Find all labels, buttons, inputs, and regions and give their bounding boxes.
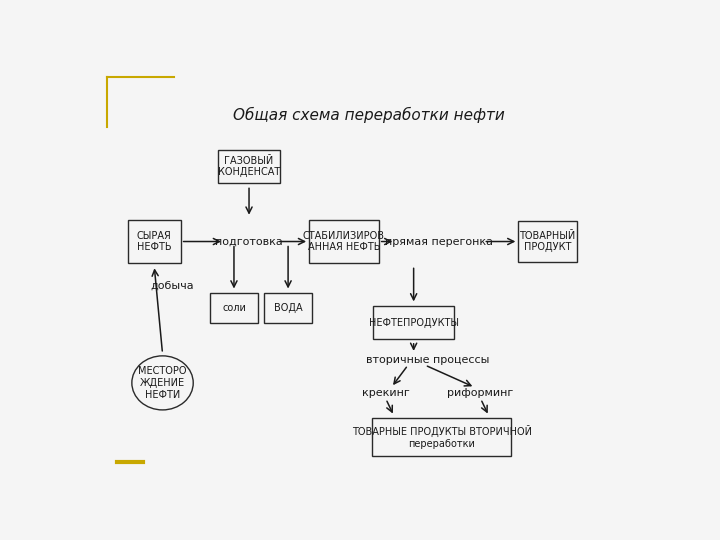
- FancyBboxPatch shape: [127, 220, 181, 264]
- FancyBboxPatch shape: [210, 294, 258, 322]
- FancyBboxPatch shape: [518, 221, 577, 262]
- Text: прямая перегонка: прямая перегонка: [384, 237, 492, 247]
- Text: ТОВАРНЫЕ ПРОДУКТЫ ВТОРИЧНОЙ
переработки: ТОВАРНЫЕ ПРОДУКТЫ ВТОРИЧНОЙ переработки: [351, 425, 531, 449]
- Text: ГАЗОВЫЙ
КОНДЕНСАТ: ГАЗОВЫЙ КОНДЕНСАТ: [218, 156, 280, 178]
- FancyBboxPatch shape: [373, 306, 454, 339]
- Text: крекинг: крекинг: [362, 388, 410, 399]
- Text: НЕФТЕПРОДУКТЫ: НЕФТЕПРОДУКТЫ: [369, 318, 459, 328]
- FancyBboxPatch shape: [218, 150, 279, 183]
- Text: вторичные процессы: вторичные процессы: [366, 355, 490, 365]
- FancyBboxPatch shape: [264, 294, 312, 322]
- Text: добыча: добыча: [150, 280, 194, 290]
- Text: Общая схема переработки нефти: Общая схема переработки нефти: [233, 106, 505, 123]
- Text: МЕСТОРО
ЖДЕНИЕ
НЕФТИ: МЕСТОРО ЖДЕНИЕ НЕФТИ: [138, 366, 186, 400]
- Text: риформинг: риформинг: [447, 388, 514, 399]
- FancyBboxPatch shape: [372, 418, 511, 456]
- Ellipse shape: [132, 356, 193, 410]
- Text: ТОВАРНЫЙ
ПРОДУКТ: ТОВАРНЫЙ ПРОДУКТ: [519, 231, 576, 252]
- Text: ВОДА: ВОДА: [274, 303, 302, 313]
- Text: СТАБИЛИЗИРОВ
АННАЯ НЕФТЬ: СТАБИЛИЗИРОВ АННАЯ НЕФТЬ: [303, 231, 385, 252]
- Text: СЫРАЯ
НЕФТЬ: СЫРАЯ НЕФТЬ: [137, 231, 171, 252]
- Text: подготовка: подготовка: [215, 237, 283, 247]
- FancyBboxPatch shape: [309, 220, 379, 264]
- Text: соли: соли: [222, 303, 246, 313]
